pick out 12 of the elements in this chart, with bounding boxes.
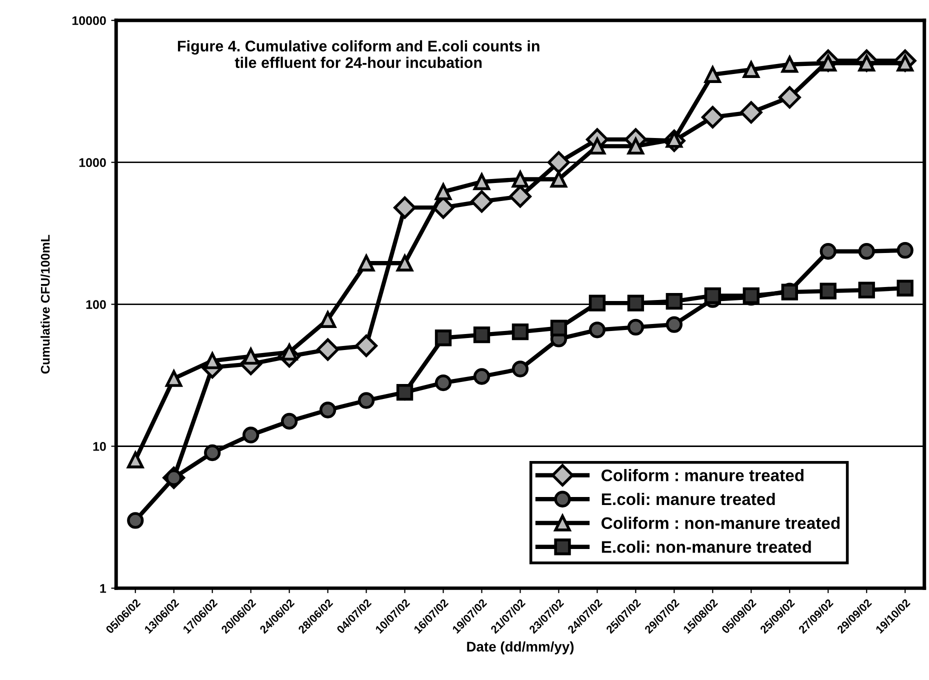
legend-label: Coliform : non-manure treated (602, 516, 840, 529)
y-tick-label: 10 (93, 442, 106, 451)
legend-label: Coliform : manure treated (602, 469, 804, 482)
y-tick-label: 1000 (79, 158, 106, 167)
y-axis-title: Cumulative CFU/100mL (40, 234, 50, 374)
y-tick-label: 1 (100, 584, 106, 593)
legend-label: E.coli: manure treated (602, 492, 775, 506)
x-axis-title: Date (dd/mm/yy) (467, 641, 574, 654)
y-tick-label: 100 (86, 300, 106, 309)
y-tick-label: 10000 (72, 16, 106, 26)
legend-label: E.coli: non-manure treated (602, 540, 811, 553)
text: Figure 4. Cumulative coliform and E.coli counts in tile effluent for 24-hour incubation (178, 40, 540, 68)
